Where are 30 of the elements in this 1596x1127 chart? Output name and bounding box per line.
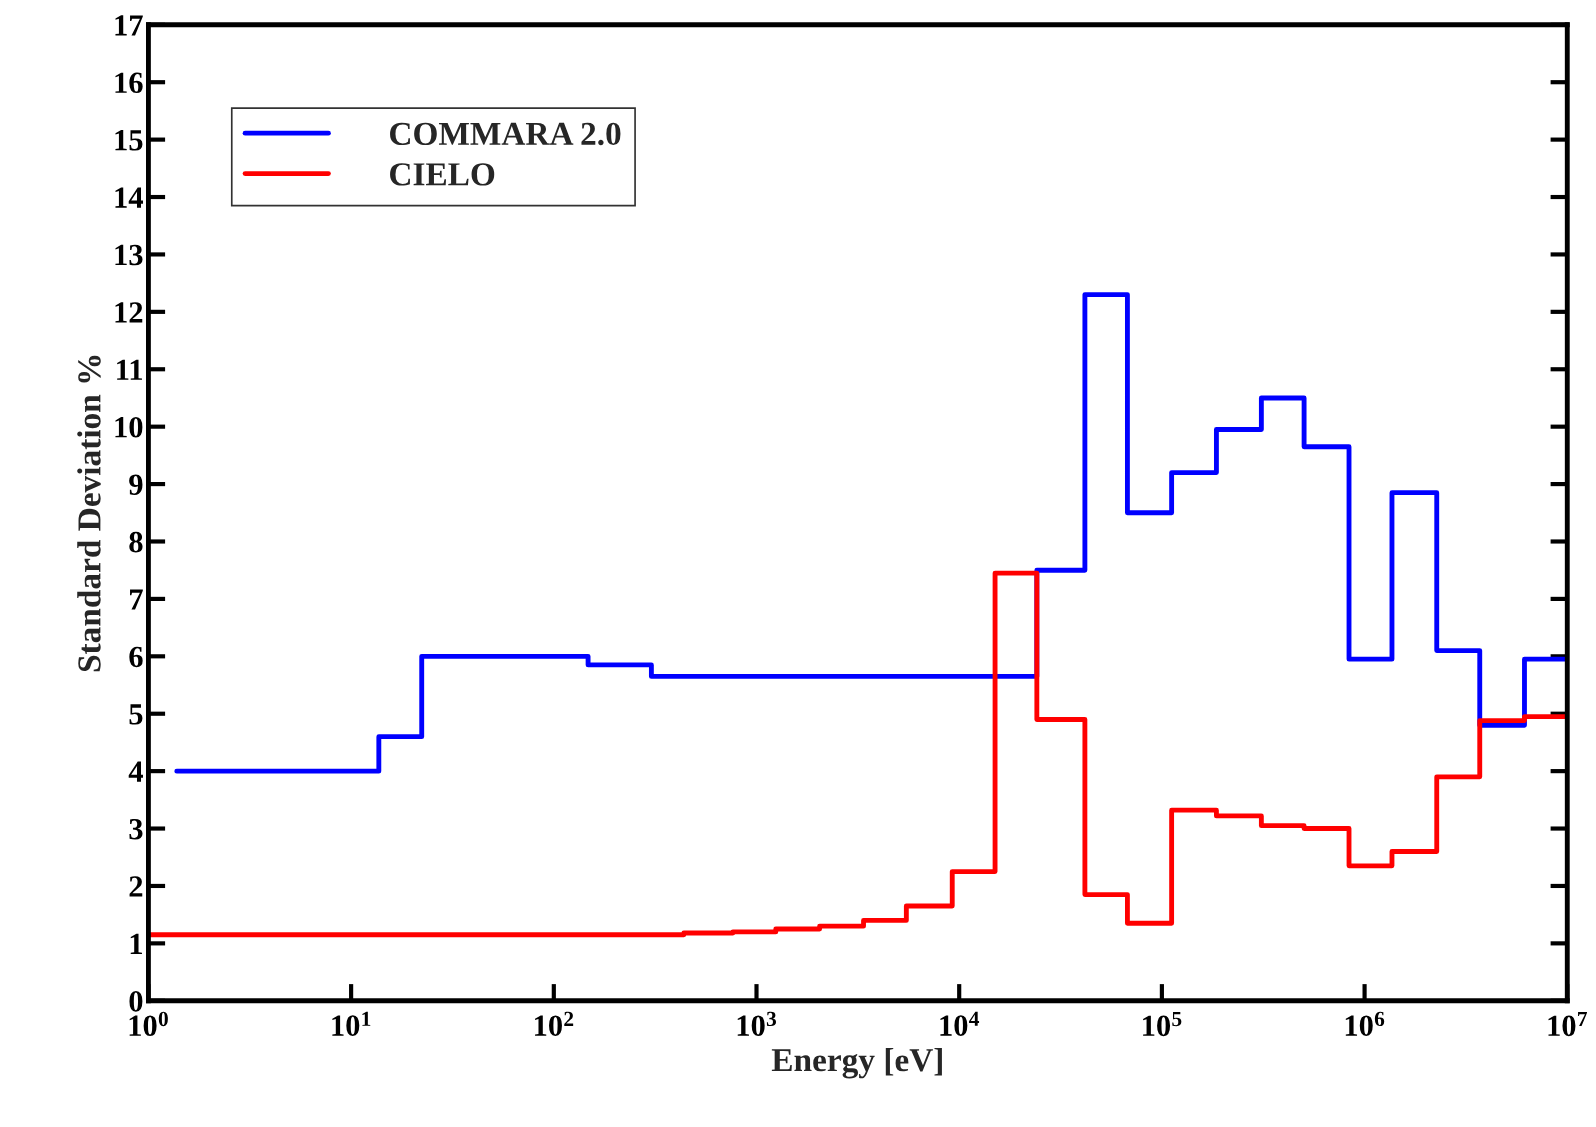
y-tick-label: 0 (129, 991, 143, 1012)
x-tick-label: 10$^{5}$ (1143, 1012, 1182, 1037)
x-tick-label: 10$^{4}$ (940, 1011, 980, 1036)
y-tick-label: 15 (115, 130, 143, 151)
legend-label: CIELO (390, 163, 495, 186)
x-tick-label: 10$^{3}$ (737, 1011, 777, 1037)
y-tick-label: 1 (130, 933, 142, 954)
y-tick-label: 8 (129, 531, 143, 553)
y-tick-label: 6 (129, 646, 143, 668)
y-tick-label: 13 (115, 244, 143, 266)
y-tick-label: 4 (128, 761, 143, 782)
legend-label: COMMARA 2.0 (390, 122, 621, 146)
x-tick-label: 10$^{6}$ (1345, 1011, 1385, 1037)
y-tick-label: 5 (129, 704, 143, 725)
y-tick-label: 14 (115, 187, 143, 208)
y-axis-title: Standard Deviation % (77, 355, 101, 672)
y-tick-label: 3 (129, 818, 143, 840)
x-tick-label: 10$^{1}$ (332, 1011, 371, 1036)
y-tick-label: 12 (115, 302, 143, 323)
y-tick-label: 7 (130, 589, 143, 610)
y-tick-label: 11 (117, 359, 142, 380)
y-tick-label: 9 (129, 474, 143, 495)
y-tick-label: 17 (115, 15, 143, 36)
x-tick-label: 10$^{0}$ (129, 1011, 168, 1037)
x-tick-label: 10$^{7}$ (1548, 1012, 1588, 1037)
y-tick-label: 2 (129, 876, 143, 897)
x-tick-label: 10$^{2}$ (535, 1011, 574, 1037)
x-axis-title: Energy [eV] (771, 1047, 942, 1079)
y-tick-label: 10 (115, 416, 143, 438)
y-tick-label: 16 (115, 72, 143, 94)
